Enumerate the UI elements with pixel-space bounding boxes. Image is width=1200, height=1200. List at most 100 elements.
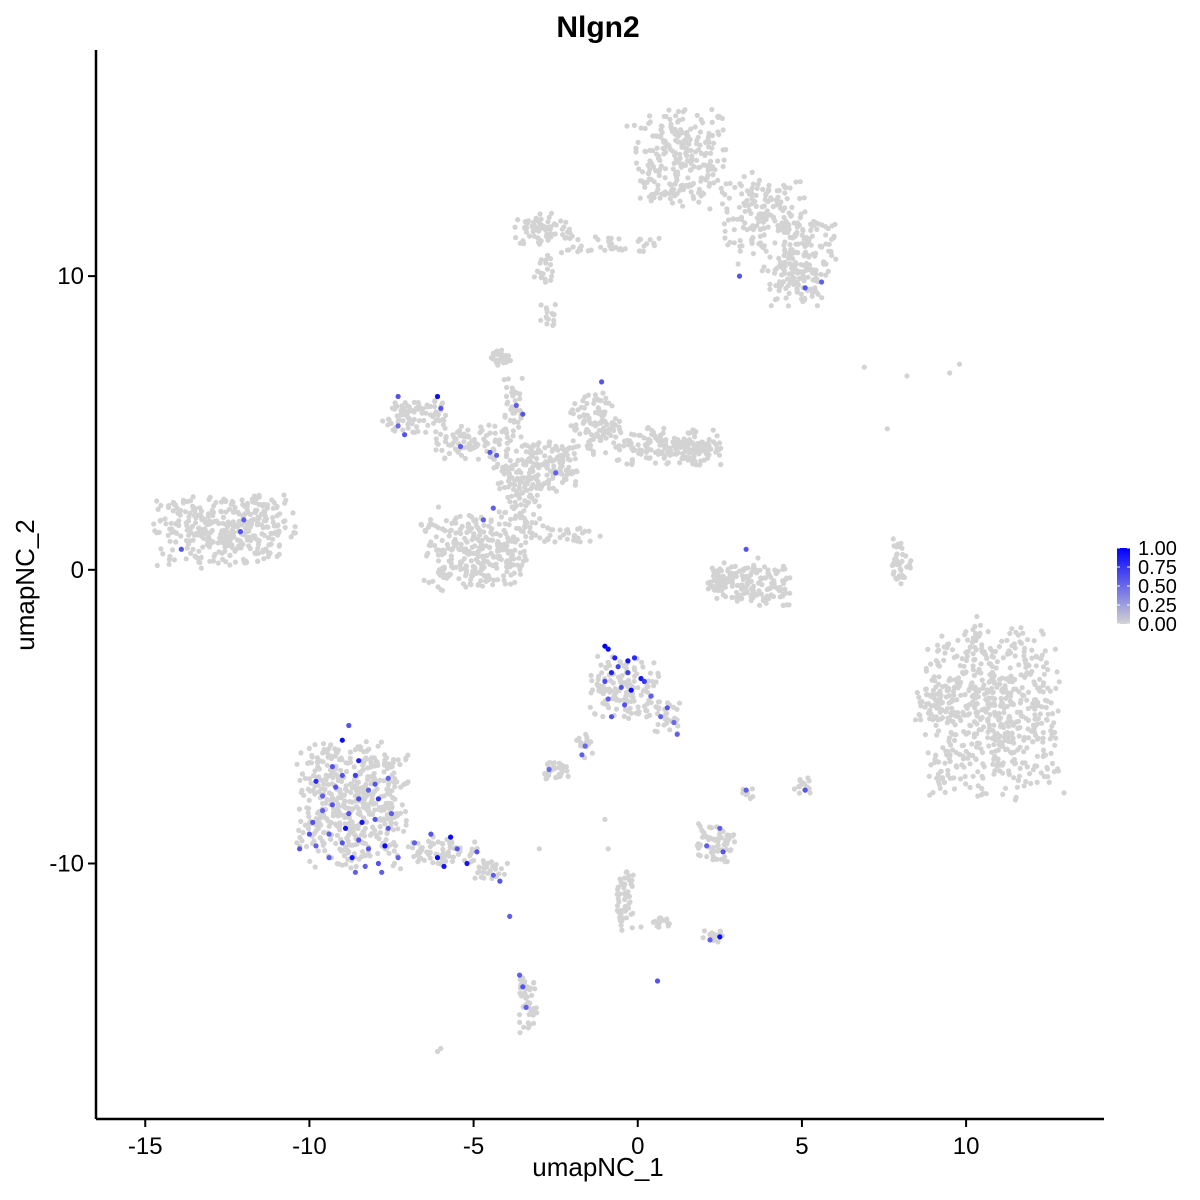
cell-point bbox=[155, 506, 161, 512]
cell-point bbox=[633, 145, 639, 151]
cell-point bbox=[793, 241, 799, 247]
cell-point bbox=[446, 573, 452, 579]
cell-point bbox=[420, 406, 426, 412]
cell-point bbox=[757, 240, 764, 246]
cell-point bbox=[748, 586, 755, 592]
cell-point bbox=[604, 421, 610, 427]
cell-point bbox=[987, 712, 993, 718]
cell-point bbox=[619, 680, 625, 686]
cell-point bbox=[316, 766, 322, 772]
cell-point bbox=[177, 512, 183, 518]
cell-point bbox=[167, 538, 173, 544]
cell-point bbox=[617, 698, 623, 704]
cell-point bbox=[459, 523, 465, 530]
cell-point bbox=[516, 485, 522, 492]
cell-point bbox=[636, 166, 642, 172]
cell-point bbox=[276, 543, 282, 549]
cell-point bbox=[742, 208, 748, 215]
cell-point bbox=[422, 527, 428, 533]
cell-point bbox=[652, 460, 659, 466]
cell-point bbox=[453, 520, 459, 526]
cell-point bbox=[954, 697, 960, 703]
cell-point bbox=[565, 446, 571, 453]
cell-point bbox=[347, 822, 353, 829]
cell-point bbox=[261, 556, 267, 562]
cell-point bbox=[444, 541, 450, 548]
cell-point bbox=[328, 791, 334, 797]
cell-point bbox=[707, 579, 713, 585]
cell-point bbox=[450, 854, 456, 860]
cell-point bbox=[623, 869, 629, 875]
cell-point bbox=[1006, 770, 1012, 776]
cell-point bbox=[433, 429, 439, 435]
cell-point bbox=[377, 777, 383, 783]
cell-point bbox=[507, 357, 513, 364]
cell-point bbox=[797, 783, 803, 789]
cell-point bbox=[829, 252, 835, 259]
cell-point bbox=[399, 802, 405, 808]
cell-point bbox=[507, 563, 513, 569]
cell-point bbox=[667, 116, 673, 122]
cell-point bbox=[443, 518, 449, 524]
cell-point bbox=[497, 547, 503, 554]
cell-point bbox=[534, 450, 540, 456]
cell-point bbox=[603, 450, 609, 456]
cell-point bbox=[282, 524, 288, 531]
cell-point bbox=[959, 762, 965, 768]
cell-point bbox=[890, 536, 896, 542]
cell-point bbox=[475, 570, 481, 576]
cell-point bbox=[256, 494, 262, 500]
cell-point bbox=[802, 295, 808, 301]
cell-point bbox=[162, 516, 168, 522]
cell-point bbox=[1034, 779, 1040, 786]
cell-point bbox=[494, 359, 500, 365]
cell-point bbox=[967, 722, 973, 729]
cell-point bbox=[1010, 701, 1017, 708]
cell-point bbox=[544, 315, 550, 321]
cell-point bbox=[925, 750, 931, 756]
cell-point bbox=[686, 141, 692, 147]
cell-point bbox=[1032, 712, 1038, 718]
cell-point bbox=[581, 413, 587, 419]
cell-point bbox=[602, 816, 608, 823]
expressing-cell-point bbox=[352, 772, 358, 779]
cell-point bbox=[740, 225, 746, 231]
cell-point bbox=[545, 481, 552, 487]
cell-point bbox=[518, 475, 524, 481]
expressing-cell-point bbox=[342, 825, 349, 831]
cell-point bbox=[551, 317, 557, 323]
cell-point bbox=[985, 716, 991, 722]
cell-point bbox=[755, 555, 761, 561]
cell-point bbox=[562, 235, 568, 241]
cell-point bbox=[808, 227, 814, 233]
cell-point bbox=[979, 714, 985, 721]
cell-point bbox=[755, 181, 761, 187]
cell-point bbox=[209, 527, 215, 534]
cell-point bbox=[543, 305, 550, 311]
cell-point bbox=[527, 524, 533, 531]
cell-point bbox=[660, 145, 666, 152]
cell-point bbox=[647, 670, 654, 676]
cell-point bbox=[320, 741, 327, 747]
cell-point bbox=[573, 479, 579, 485]
cell-point bbox=[492, 423, 498, 429]
cell-point bbox=[453, 542, 459, 548]
cell-point bbox=[772, 218, 778, 224]
cell-point bbox=[655, 721, 661, 728]
cell-point bbox=[777, 584, 783, 591]
cell-point bbox=[435, 584, 441, 590]
cell-point bbox=[651, 195, 657, 201]
cell-point bbox=[625, 905, 632, 911]
cell-point bbox=[401, 828, 407, 834]
cell-point bbox=[723, 594, 729, 600]
cell-point bbox=[768, 303, 774, 309]
cell-point bbox=[496, 441, 502, 448]
cell-point bbox=[695, 134, 701, 140]
cell-point bbox=[498, 866, 504, 872]
cell-point bbox=[753, 192, 759, 198]
cell-point bbox=[752, 567, 759, 573]
cell-point bbox=[479, 583, 486, 589]
cell-point bbox=[1053, 685, 1059, 692]
cell-point bbox=[716, 447, 722, 453]
expressing-cell-point bbox=[365, 787, 372, 793]
